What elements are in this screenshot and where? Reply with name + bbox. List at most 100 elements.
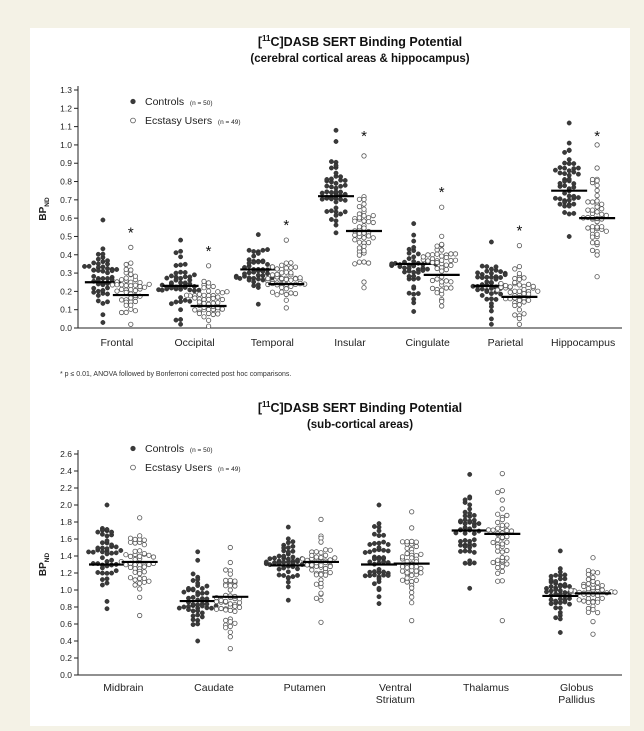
- ecstasy-point: [413, 539, 419, 545]
- control-point: [553, 615, 559, 621]
- control-point: [255, 259, 261, 265]
- control-point: [104, 576, 110, 582]
- ecstasy-point: [499, 541, 505, 547]
- ecstasy-point: [429, 277, 436, 284]
- control-point: [402, 265, 407, 271]
- ecstasy-point: [590, 569, 596, 575]
- control-point: [285, 536, 291, 542]
- ecstasy-point: [516, 297, 522, 303]
- ecstasy-point: [150, 554, 157, 560]
- control-point: [415, 251, 421, 257]
- ecstasy-point: [409, 585, 415, 591]
- control-point: [195, 557, 201, 563]
- control-point: [199, 590, 205, 596]
- control-point: [475, 270, 480, 276]
- control-point: [566, 193, 572, 199]
- control-point: [276, 553, 282, 559]
- ecstasy-point: [516, 243, 522, 249]
- ecstasy-point: [318, 516, 324, 522]
- control-point: [471, 550, 477, 555]
- ecstasy-point: [590, 574, 596, 581]
- ecstasy-point: [141, 550, 147, 557]
- ecstasy-point: [215, 289, 221, 295]
- control-point: [333, 163, 339, 168]
- ecstasy-point: [356, 196, 362, 202]
- ecstasy-point: [210, 311, 216, 318]
- ecstasy-point: [297, 275, 303, 281]
- ecstasy-point: [132, 577, 138, 583]
- control-point: [100, 577, 105, 582]
- chart-2: [11C]DASB SERT Binding Potential (sub-cor…: [38, 400, 622, 706]
- control-point: [371, 541, 377, 546]
- ecstasy-point: [495, 519, 501, 525]
- control-point: [488, 291, 494, 296]
- ecstasy-point: [516, 307, 522, 313]
- control-point: [381, 532, 386, 538]
- ecstasy-point: [279, 262, 285, 268]
- control-point: [328, 165, 334, 171]
- y-tick-label: 0.2: [60, 286, 72, 296]
- ecstasy-point: [215, 311, 221, 317]
- control-point: [195, 612, 201, 618]
- y-tick-label: 1.6: [60, 534, 72, 544]
- control-point: [191, 288, 197, 294]
- control-point: [376, 601, 382, 606]
- control-point: [113, 544, 119, 550]
- ecstasy-point: [210, 295, 216, 301]
- ecstasy-point: [137, 594, 143, 600]
- ecstasy-point: [589, 240, 596, 246]
- control-point: [557, 180, 563, 186]
- ecstasy-point: [521, 311, 527, 317]
- figure-svg: [11C]DASB SERT Binding Potential(cerebra…: [38, 34, 622, 706]
- ecstasy-point: [499, 563, 505, 570]
- legend-label: Ecstasy Users (n = 49): [145, 462, 241, 474]
- control-point: [488, 279, 494, 285]
- ecstasy-point: [370, 213, 376, 219]
- ecstasy-point: [439, 233, 445, 239]
- ecstasy-point: [594, 224, 600, 230]
- control-point: [104, 606, 110, 612]
- control-point: [342, 182, 348, 188]
- ecstasy-point: [137, 548, 143, 554]
- control-point: [557, 596, 563, 602]
- control-point: [371, 556, 377, 562]
- control-point: [566, 234, 572, 239]
- y-tick-label: 0.8: [60, 177, 72, 187]
- control-point: [576, 171, 581, 177]
- control-point: [562, 203, 567, 209]
- ecstasy-point: [119, 277, 125, 283]
- ecstasy-point: [269, 264, 276, 270]
- chart-1: [11C]DASB SERT Binding Potential (cerebra…: [38, 34, 622, 378]
- control-point: [471, 537, 477, 543]
- ecstasy-point: [318, 550, 324, 556]
- control-point: [195, 577, 201, 582]
- control-point: [104, 570, 110, 576]
- control-point: [371, 524, 377, 529]
- ecstasy-point: [283, 297, 289, 303]
- ecstasy-point: [227, 544, 233, 551]
- ecstasy-point: [283, 276, 289, 282]
- control-point: [557, 588, 563, 593]
- ecstasy-point: [434, 265, 440, 272]
- category-label-line: Pallidus: [558, 694, 595, 706]
- control-point: [104, 533, 110, 539]
- ecstasy-point: [265, 276, 271, 282]
- ecstasy-point: [292, 276, 299, 282]
- control-point: [272, 555, 277, 561]
- figure-panel: [11C]DASB SERT Binding Potential (cerebra…: [30, 28, 630, 726]
- ecstasy-point: [495, 578, 501, 584]
- ecstasy-point: [223, 583, 229, 589]
- ecstasy-point: [227, 645, 233, 652]
- control-point: [178, 248, 184, 254]
- control-point: [281, 573, 287, 578]
- control-point: [484, 274, 490, 280]
- ecstasy-point: [585, 599, 592, 606]
- control-point: [190, 586, 196, 592]
- control-point: [91, 285, 97, 291]
- control-point: [333, 212, 339, 218]
- ecstasy-point: [404, 550, 410, 557]
- control-point: [333, 222, 339, 228]
- ecstasy-point: [146, 281, 152, 287]
- ecstasy-point: [142, 284, 148, 290]
- control-point: [100, 540, 105, 546]
